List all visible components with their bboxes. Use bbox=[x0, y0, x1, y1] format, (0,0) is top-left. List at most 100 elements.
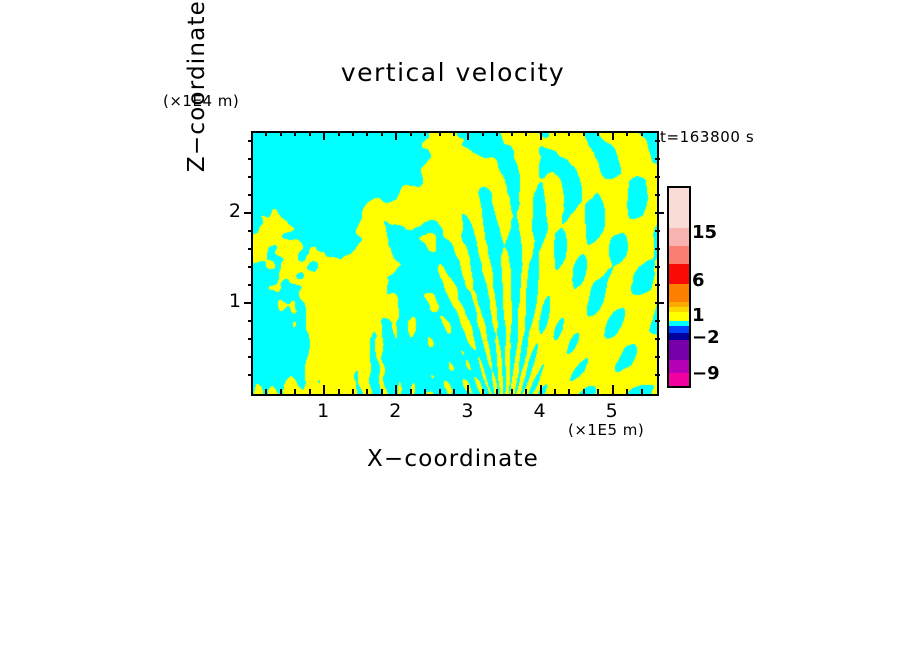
y-minor-tick-right bbox=[655, 320, 660, 322]
x-minor-tick-top bbox=[294, 131, 296, 136]
x-minor-tick-top bbox=[338, 131, 340, 136]
time-stamp-annotation: t=163800 s bbox=[660, 128, 755, 146]
y-minor-tick-right bbox=[655, 338, 660, 340]
x-axis-tick-label: 2 bbox=[389, 400, 402, 422]
x-major-tick-top bbox=[323, 131, 325, 140]
x-major-tick-top bbox=[467, 131, 469, 140]
colorbar-tick-label: −9 bbox=[692, 363, 720, 384]
x-minor-tick-top bbox=[525, 131, 527, 136]
x-major-tick bbox=[323, 385, 325, 394]
colorbar-band bbox=[669, 302, 689, 307]
colorbar-band bbox=[669, 321, 689, 326]
x-minor-tick-top bbox=[410, 131, 412, 136]
x-minor-tick bbox=[338, 389, 340, 394]
colorbar-tick-label: 15 bbox=[692, 222, 718, 243]
y-minor-tick bbox=[248, 194, 253, 196]
x-minor-tick-top bbox=[280, 131, 282, 136]
x-major-tick bbox=[395, 385, 397, 394]
x-minor-tick bbox=[496, 389, 498, 394]
y-minor-tick bbox=[248, 248, 253, 250]
x-minor-tick bbox=[568, 389, 570, 394]
x-minor-tick bbox=[583, 389, 585, 394]
x-major-tick bbox=[540, 385, 542, 394]
x-minor-tick bbox=[554, 389, 556, 394]
colorbar-band bbox=[669, 246, 689, 264]
x-minor-tick-top bbox=[496, 131, 498, 136]
x-minor-tick bbox=[280, 389, 282, 394]
x-minor-tick bbox=[309, 389, 311, 394]
y-axis-unit-label: (×1E4 m) bbox=[163, 92, 240, 110]
colorbar bbox=[667, 186, 691, 388]
colorbar-band bbox=[669, 326, 689, 333]
x-axis-tick-label: 4 bbox=[533, 400, 546, 422]
y-minor-tick-right bbox=[655, 248, 660, 250]
x-major-tick-top bbox=[395, 131, 397, 140]
x-minor-tick bbox=[626, 389, 628, 394]
x-axis-unit-label: (×1E5 m) bbox=[568, 421, 645, 439]
y-minor-tick bbox=[248, 140, 253, 142]
y-minor-tick bbox=[248, 284, 253, 286]
x-major-tick bbox=[612, 385, 614, 394]
x-minor-tick-top bbox=[511, 131, 513, 136]
y-minor-tick bbox=[248, 356, 253, 358]
x-minor-tick bbox=[352, 389, 354, 394]
plot-area bbox=[251, 131, 659, 396]
x-minor-tick-top bbox=[439, 131, 441, 136]
y-axis-title: Z−coordinate bbox=[184, 0, 210, 173]
y-minor-tick-right bbox=[655, 230, 660, 232]
y-minor-tick-right bbox=[655, 284, 660, 286]
x-major-tick-top bbox=[612, 131, 614, 140]
colorbar-band bbox=[669, 264, 689, 284]
y-axis-tick-label: 1 bbox=[228, 290, 241, 312]
colorbar-band bbox=[669, 312, 689, 321]
y-minor-tick-right bbox=[655, 158, 660, 160]
x-minor-tick-top bbox=[597, 131, 599, 136]
x-minor-tick-top bbox=[583, 131, 585, 136]
x-minor-tick bbox=[294, 389, 296, 394]
x-major-tick bbox=[467, 385, 469, 394]
x-minor-tick bbox=[453, 389, 455, 394]
x-minor-tick-top bbox=[453, 131, 455, 136]
y-minor-tick bbox=[248, 374, 253, 376]
x-minor-tick-top bbox=[641, 131, 643, 136]
y-minor-tick-right bbox=[655, 356, 660, 358]
x-minor-tick-top bbox=[366, 131, 368, 136]
y-major-tick bbox=[244, 302, 253, 304]
x-minor-tick-top bbox=[381, 131, 383, 136]
y-minor-tick-right bbox=[655, 374, 660, 376]
velocity-field-heatmap bbox=[253, 133, 657, 394]
y-minor-tick-right bbox=[655, 176, 660, 178]
colorbar-band bbox=[669, 307, 689, 312]
y-minor-tick bbox=[248, 158, 253, 160]
x-minor-tick-top bbox=[626, 131, 628, 136]
x-minor-tick bbox=[424, 389, 426, 394]
x-minor-tick bbox=[482, 389, 484, 394]
x-minor-tick-top bbox=[554, 131, 556, 136]
x-minor-tick bbox=[381, 389, 383, 394]
x-minor-tick-top bbox=[265, 131, 267, 136]
y-major-tick-right bbox=[655, 212, 664, 214]
colorbar-band bbox=[669, 360, 689, 373]
x-minor-tick bbox=[525, 389, 527, 394]
x-minor-tick bbox=[641, 389, 643, 394]
y-major-tick bbox=[244, 212, 253, 214]
x-minor-tick-top bbox=[482, 131, 484, 136]
y-minor-tick-right bbox=[655, 266, 660, 268]
x-minor-tick-top bbox=[424, 131, 426, 136]
x-minor-tick bbox=[439, 389, 441, 394]
y-major-tick-right bbox=[655, 302, 664, 304]
colorbar-band bbox=[669, 284, 689, 302]
y-minor-tick bbox=[248, 320, 253, 322]
y-minor-tick-right bbox=[655, 194, 660, 196]
x-axis-tick-label: 3 bbox=[461, 400, 474, 422]
x-axis-tick-label: 5 bbox=[605, 400, 618, 422]
x-axis-tick-label: 1 bbox=[317, 400, 330, 422]
page-title: vertical velocity bbox=[340, 58, 566, 87]
colorbar-tick-label: −2 bbox=[692, 327, 720, 348]
x-minor-tick-top bbox=[352, 131, 354, 136]
y-minor-tick bbox=[248, 230, 253, 232]
x-minor-tick bbox=[366, 389, 368, 394]
x-minor-tick-top bbox=[568, 131, 570, 136]
x-minor-tick bbox=[511, 389, 513, 394]
